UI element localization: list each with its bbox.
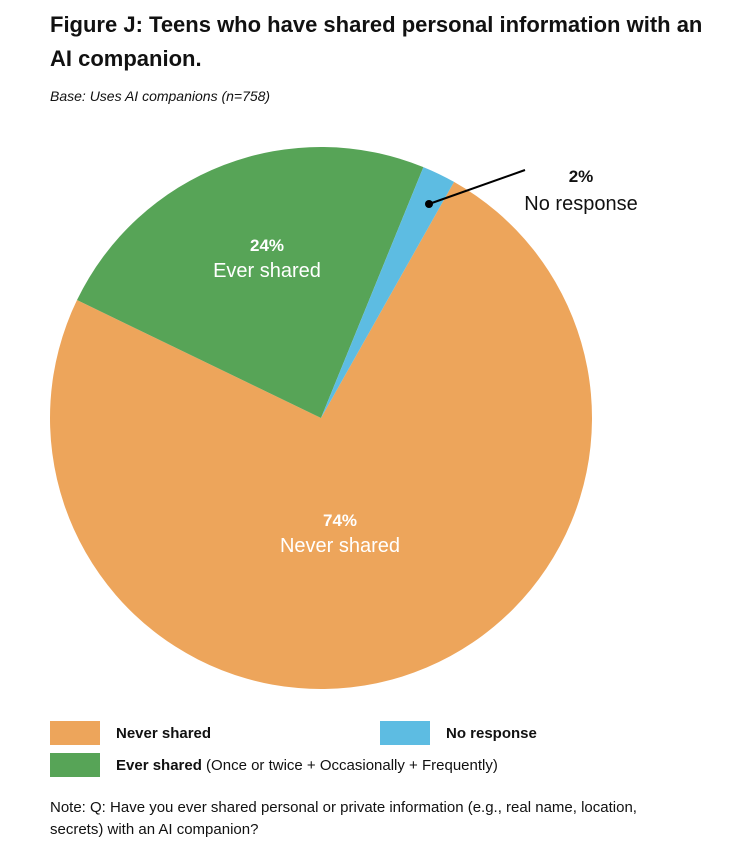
chart-title: Figure J: Teens who have shared personal…	[50, 12, 703, 71]
pie-slice-ever-shared	[77, 147, 424, 418]
pie-chart: 74% Never shared 24% Ever shared 2% No respon…	[49, 147, 638, 689]
legend-no-response: No response	[380, 721, 537, 745]
legend-label: No response	[446, 724, 537, 742]
chart-note: Note: Q: Have you ever shared personal o…	[50, 799, 637, 838]
pie-slice-no-response	[321, 167, 455, 418]
legend-ever-shared: Ever shared (Once or twice + Occasionall…	[50, 753, 498, 777]
legend-never-shared: Never shared	[50, 721, 211, 745]
slice-value-label: 2%	[569, 167, 594, 186]
legend-swatch	[50, 721, 100, 745]
legend-swatch	[50, 753, 100, 777]
leader-dot	[425, 200, 433, 208]
slice-category-label: Never shared	[280, 535, 400, 557]
slice-value-label: 24%	[250, 236, 284, 255]
legend-label: Never shared	[116, 724, 212, 742]
pie-slice-never-shared	[49, 181, 592, 689]
legend-swatch	[380, 721, 430, 745]
slice-category-label: No response	[524, 193, 637, 215]
legend-label: Ever shared	[116, 756, 202, 774]
legend-detail: (Once or twice + Occasionally + Frequent…	[201, 756, 498, 774]
slice-category-label: Ever shared	[213, 260, 321, 282]
slice-value-label: 74%	[323, 511, 357, 530]
chart-subtitle: Base: Uses AI companions (n=758)	[50, 88, 271, 104]
leader-line	[428, 169, 526, 205]
